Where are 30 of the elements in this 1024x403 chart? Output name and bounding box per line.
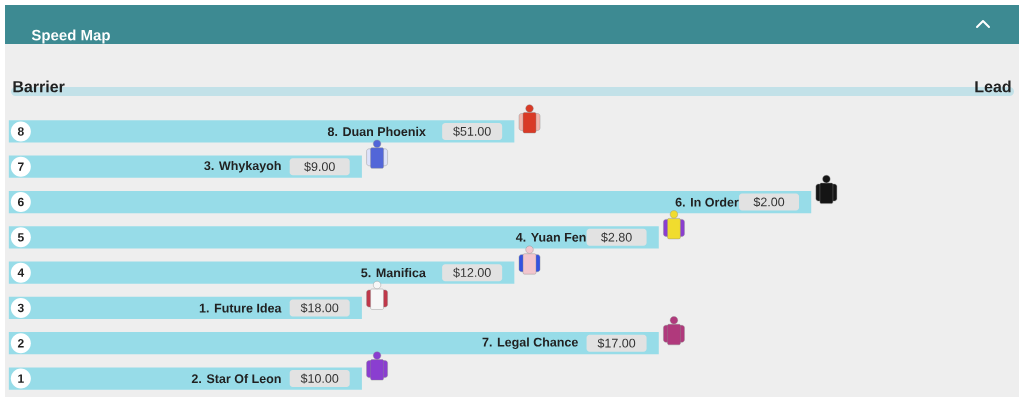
annotation: $2.00 — [753, 196, 785, 208]
annotation: 5. Manifica — [361, 268, 426, 278]
y-tick-label: 6 — [17, 197, 24, 207]
annotation: 4. Yuan Fen — [515, 232, 586, 242]
text: Lead — [975, 80, 1011, 93]
y-tick-label: 5 — [17, 233, 24, 242]
y-tick-label: 8 — [17, 127, 24, 136]
annotation: 7. Legal Chance — [482, 337, 578, 350]
bar — [8, 226, 659, 249]
y-tick-label: 1 — [18, 374, 24, 383]
y-axis-title: Barrier — [13, 80, 65, 93]
annotation: $12.00 — [453, 267, 491, 278]
annotation: $51.00 — [453, 126, 491, 137]
annotation: 2. Star Of Leon — [191, 373, 281, 384]
annotation: 1. Future Idea — [199, 303, 282, 313]
annotation: 8. Duan Phoenix — [327, 126, 426, 137]
annotation: $9.00 — [304, 161, 335, 172]
annotation: 6. In Order — [675, 197, 739, 207]
y-tick-label: 3 — [17, 303, 24, 313]
y-tick-label: 2 — [17, 339, 24, 348]
bar — [8, 332, 659, 355]
chart-title: Speed Map — [31, 29, 110, 44]
y-tick-label: 4 — [17, 268, 25, 277]
annotation: $18.00 — [300, 302, 339, 313]
annotation: $2.80 — [601, 232, 632, 243]
annotation: $17.00 — [597, 338, 636, 349]
bar — [8, 190, 812, 214]
annotation: 3. Whykayoh — [204, 160, 281, 173]
y-tick-label: 7 — [18, 162, 24, 171]
annotation: $10.00 — [300, 373, 339, 384]
